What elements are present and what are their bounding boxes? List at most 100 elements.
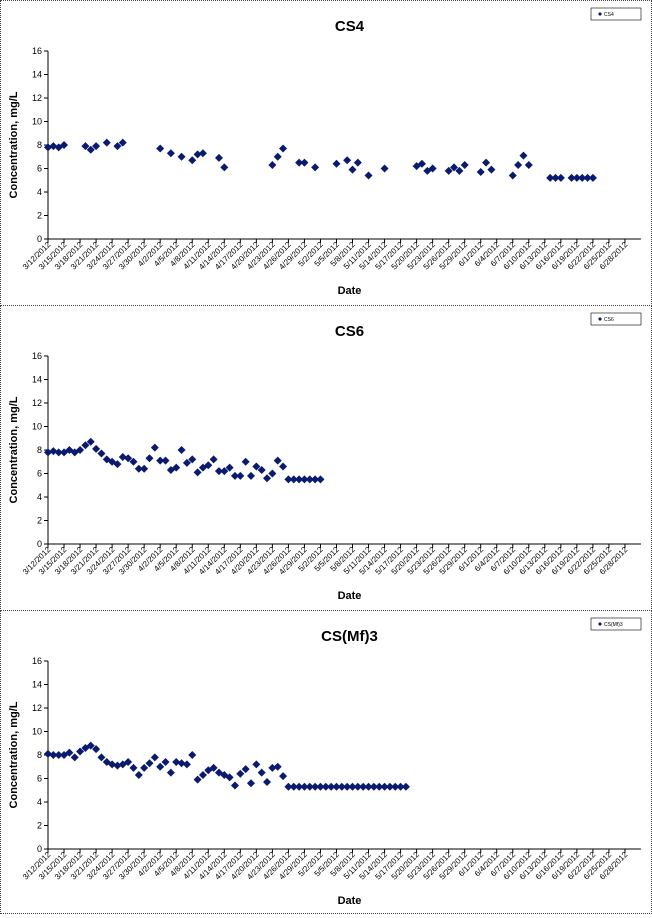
cs-mf-3-legend-box (590, 617, 642, 631)
cs-mf-3-data-point (268, 763, 277, 772)
cs-mf-3-data-point (348, 782, 357, 791)
cs4-data-point (546, 173, 555, 182)
cs4-legend-marker (598, 12, 602, 16)
cs4-data-point (450, 163, 459, 172)
cs6-data-point (54, 448, 63, 457)
cs-mf-3-data-point (311, 782, 320, 791)
cs-mf-3-data-point (369, 782, 378, 791)
cs-mf-3-data-point (182, 760, 191, 769)
cs-mf-3-data-point (54, 751, 63, 759)
cs6-data-point (247, 471, 256, 480)
cs4-data-point (556, 173, 565, 182)
cs4-y-tick-label: 10 (32, 117, 42, 127)
cs4-data-point (380, 164, 389, 173)
cs-mf-3-data-point (327, 782, 336, 791)
cs-mf-3-data-point (263, 778, 272, 787)
cs4-data-point (455, 166, 464, 175)
cs4-data-point (44, 143, 52, 152)
cs-mf-3-data-point (353, 782, 362, 791)
cs6-data-point (214, 467, 223, 476)
cs6-data-point (49, 447, 58, 456)
cs4-data-point (279, 144, 288, 153)
cs4-chart-title: CS4 (335, 18, 365, 35)
cs-mf-3-data-point (76, 747, 85, 756)
cs4-data-point (113, 142, 122, 151)
cs4-data-point (49, 142, 58, 151)
chart-panel-cs6: CS6 CS6 0 2 4 6 8 10 12 14 16 3/12/2012 3/15/2012 3/1… (0, 305, 652, 611)
cs4-data-point (572, 173, 581, 182)
cs4-data-point (92, 142, 101, 151)
cs6-chart-title: CS6 (335, 323, 364, 340)
cs4-y-tick-label: 2 (37, 211, 42, 221)
cs6-data-point (129, 457, 138, 466)
cs-mf-3-data-point (225, 773, 234, 782)
cs6-data-point (268, 469, 277, 478)
chart-cs4: CS4CS402468101214163/12/20123/15/20123/1… (8, 7, 642, 297)
cs4-data-point (444, 166, 453, 175)
cs4-data-point (295, 158, 304, 167)
cs4-series (44, 138, 597, 182)
cs6-data-point (76, 446, 85, 454)
cs4-y-axis-title: Concentration, mg/L (8, 91, 20, 198)
cs-mf-3-data-point (145, 759, 154, 768)
cs-mf-3-data-point (161, 758, 170, 767)
cs4-data-point (364, 171, 373, 180)
cs-mf-3-data-point (113, 761, 122, 770)
cs6-legend-box (590, 312, 642, 326)
cs6-y-tick-label: 16 (32, 351, 42, 361)
cs4-data-point (332, 159, 341, 168)
cs4-legend: CS4 (590, 7, 642, 21)
cs6-data-point (316, 475, 325, 484)
cs6-data-point (81, 441, 90, 450)
cs-mf-3-x-axis-title: Date (338, 895, 362, 907)
cs6-data-point (273, 456, 282, 465)
cs-mf-3-data-point (252, 760, 261, 769)
cs4-data-point (524, 160, 533, 169)
cs6-data-point (311, 475, 320, 484)
cs4-data-point (508, 171, 517, 180)
cs-mf-3-y-tick-label: 12 (32, 703, 42, 713)
cs-mf-3-data-point (343, 782, 352, 791)
cs4-data-point (166, 149, 175, 158)
cs6-data-point (300, 475, 309, 484)
cs-mf-3-data-point (295, 782, 304, 791)
cs4-data-point (268, 160, 277, 169)
cs6-data-point (289, 475, 298, 484)
cs6-data-point (44, 448, 52, 457)
cs-mf-3-data-point (401, 782, 410, 791)
cs-mf-3-series (44, 741, 410, 791)
cs6-legend-marker (598, 317, 602, 321)
cs4-data-point (514, 160, 523, 169)
cs-mf-3-legend: CS(Mf)3 (590, 617, 642, 631)
cs-mf-3-data-point (279, 772, 288, 781)
cs-mf-3-y-tick-label: 16 (32, 656, 42, 666)
cs-mf-3-y-tick-label: 4 (37, 797, 42, 807)
cs-mf-3-y-tick-label: 6 (37, 774, 42, 784)
cs4-data-point (60, 141, 69, 149)
cs4-y-tick-label: 4 (37, 187, 42, 197)
cs-mf-3-data-point (198, 770, 207, 779)
cs6-y-tick-label: 8 (37, 445, 42, 455)
cs6-data-point (295, 475, 304, 484)
cs6-y-tick-label: 0 (37, 539, 42, 549)
cs-mf-3-data-point (134, 770, 143, 779)
cs6-data-point (113, 460, 122, 469)
cs4-y-tick-label: 0 (37, 234, 42, 244)
cs4-data-point (417, 159, 426, 168)
cs-mf-3-data-point (305, 782, 314, 791)
cs-mf-3-data-point (230, 781, 239, 790)
cs6-data-point (204, 461, 213, 470)
cs4-y-tick-label: 16 (32, 46, 42, 56)
cs4-data-point (476, 168, 485, 177)
cs-mf-3-data-point (241, 765, 250, 774)
cs4-data-point (343, 156, 352, 165)
cs6-data-point (150, 443, 159, 452)
cs4-y-tick-label: 14 (32, 70, 42, 80)
cs-mf-3-data-point (316, 782, 325, 791)
cs6-data-point (225, 463, 234, 472)
cs6-y-tick-label: 6 (37, 469, 42, 479)
cs6-y-tick-label: 12 (32, 398, 42, 408)
cs4-legend-label: CS4 (604, 12, 614, 18)
cs4-data-point (220, 163, 229, 172)
